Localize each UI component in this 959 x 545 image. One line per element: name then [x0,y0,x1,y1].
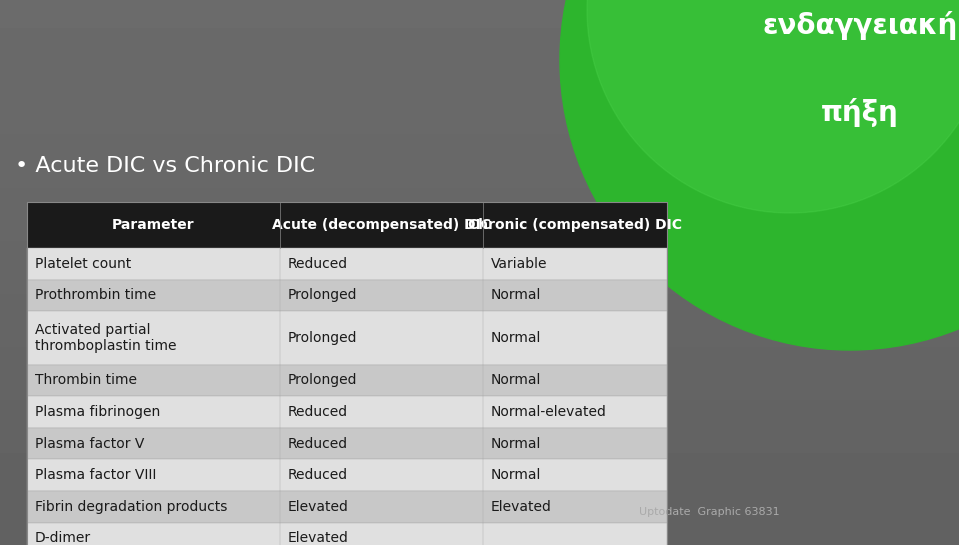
Text: Prothrombin time: Prothrombin time [35,288,156,302]
FancyBboxPatch shape [27,311,667,365]
Text: Fibrin degradation products: Fibrin degradation products [35,500,227,514]
Text: Reduced: Reduced [288,405,348,419]
Text: Elevated: Elevated [288,500,348,514]
Text: Reduced: Reduced [288,257,348,271]
Text: Normal: Normal [491,288,541,302]
Text: Activated partial
thromboplastin time: Activated partial thromboplastin time [35,323,176,353]
FancyBboxPatch shape [27,280,667,311]
Text: Plasma factor V: Plasma factor V [35,437,144,451]
Text: Platelet count: Platelet count [35,257,131,271]
FancyBboxPatch shape [27,523,667,545]
Text: Normal-elevated: Normal-elevated [491,405,607,419]
Text: Elevated: Elevated [288,531,348,545]
FancyBboxPatch shape [27,428,667,459]
Text: Normal: Normal [491,468,541,482]
Text: Elevated: Elevated [491,500,551,514]
Text: • Acute DIC vs Chronic DIC: • Acute DIC vs Chronic DIC [15,156,316,176]
Text: Thrombin time: Thrombin time [35,373,137,387]
Text: Prolonged: Prolonged [288,331,357,345]
Text: Reduced: Reduced [288,468,348,482]
FancyBboxPatch shape [27,202,667,248]
Text: ενδαγγειακή: ενδαγγειακή [762,11,958,40]
Text: Parameter: Parameter [112,218,195,232]
Text: D-dimer: D-dimer [35,531,91,545]
Text: Variable: Variable [491,257,548,271]
FancyBboxPatch shape [27,396,667,428]
FancyBboxPatch shape [27,365,667,396]
Text: Plasma fibrinogen: Plasma fibrinogen [35,405,160,419]
Circle shape [560,0,959,350]
FancyBboxPatch shape [27,459,667,491]
Text: Normal: Normal [491,331,541,345]
Text: πήξη: πήξη [821,98,899,126]
Text: Prolonged: Prolonged [288,288,357,302]
Text: Acute (decompensated) DIC: Acute (decompensated) DIC [271,218,491,232]
FancyBboxPatch shape [27,491,667,523]
Text: Uptodate  Graphic 63831: Uptodate Graphic 63831 [640,507,780,517]
FancyBboxPatch shape [27,248,667,280]
Text: Reduced: Reduced [288,437,348,451]
Text: Plasma factor VIII: Plasma factor VIII [35,468,156,482]
Text: Chronic (compensated) DIC: Chronic (compensated) DIC [468,218,682,232]
Circle shape [587,0,959,213]
Text: Prolonged: Prolonged [288,373,357,387]
Text: Normal: Normal [491,373,541,387]
Text: Normal: Normal [491,437,541,451]
